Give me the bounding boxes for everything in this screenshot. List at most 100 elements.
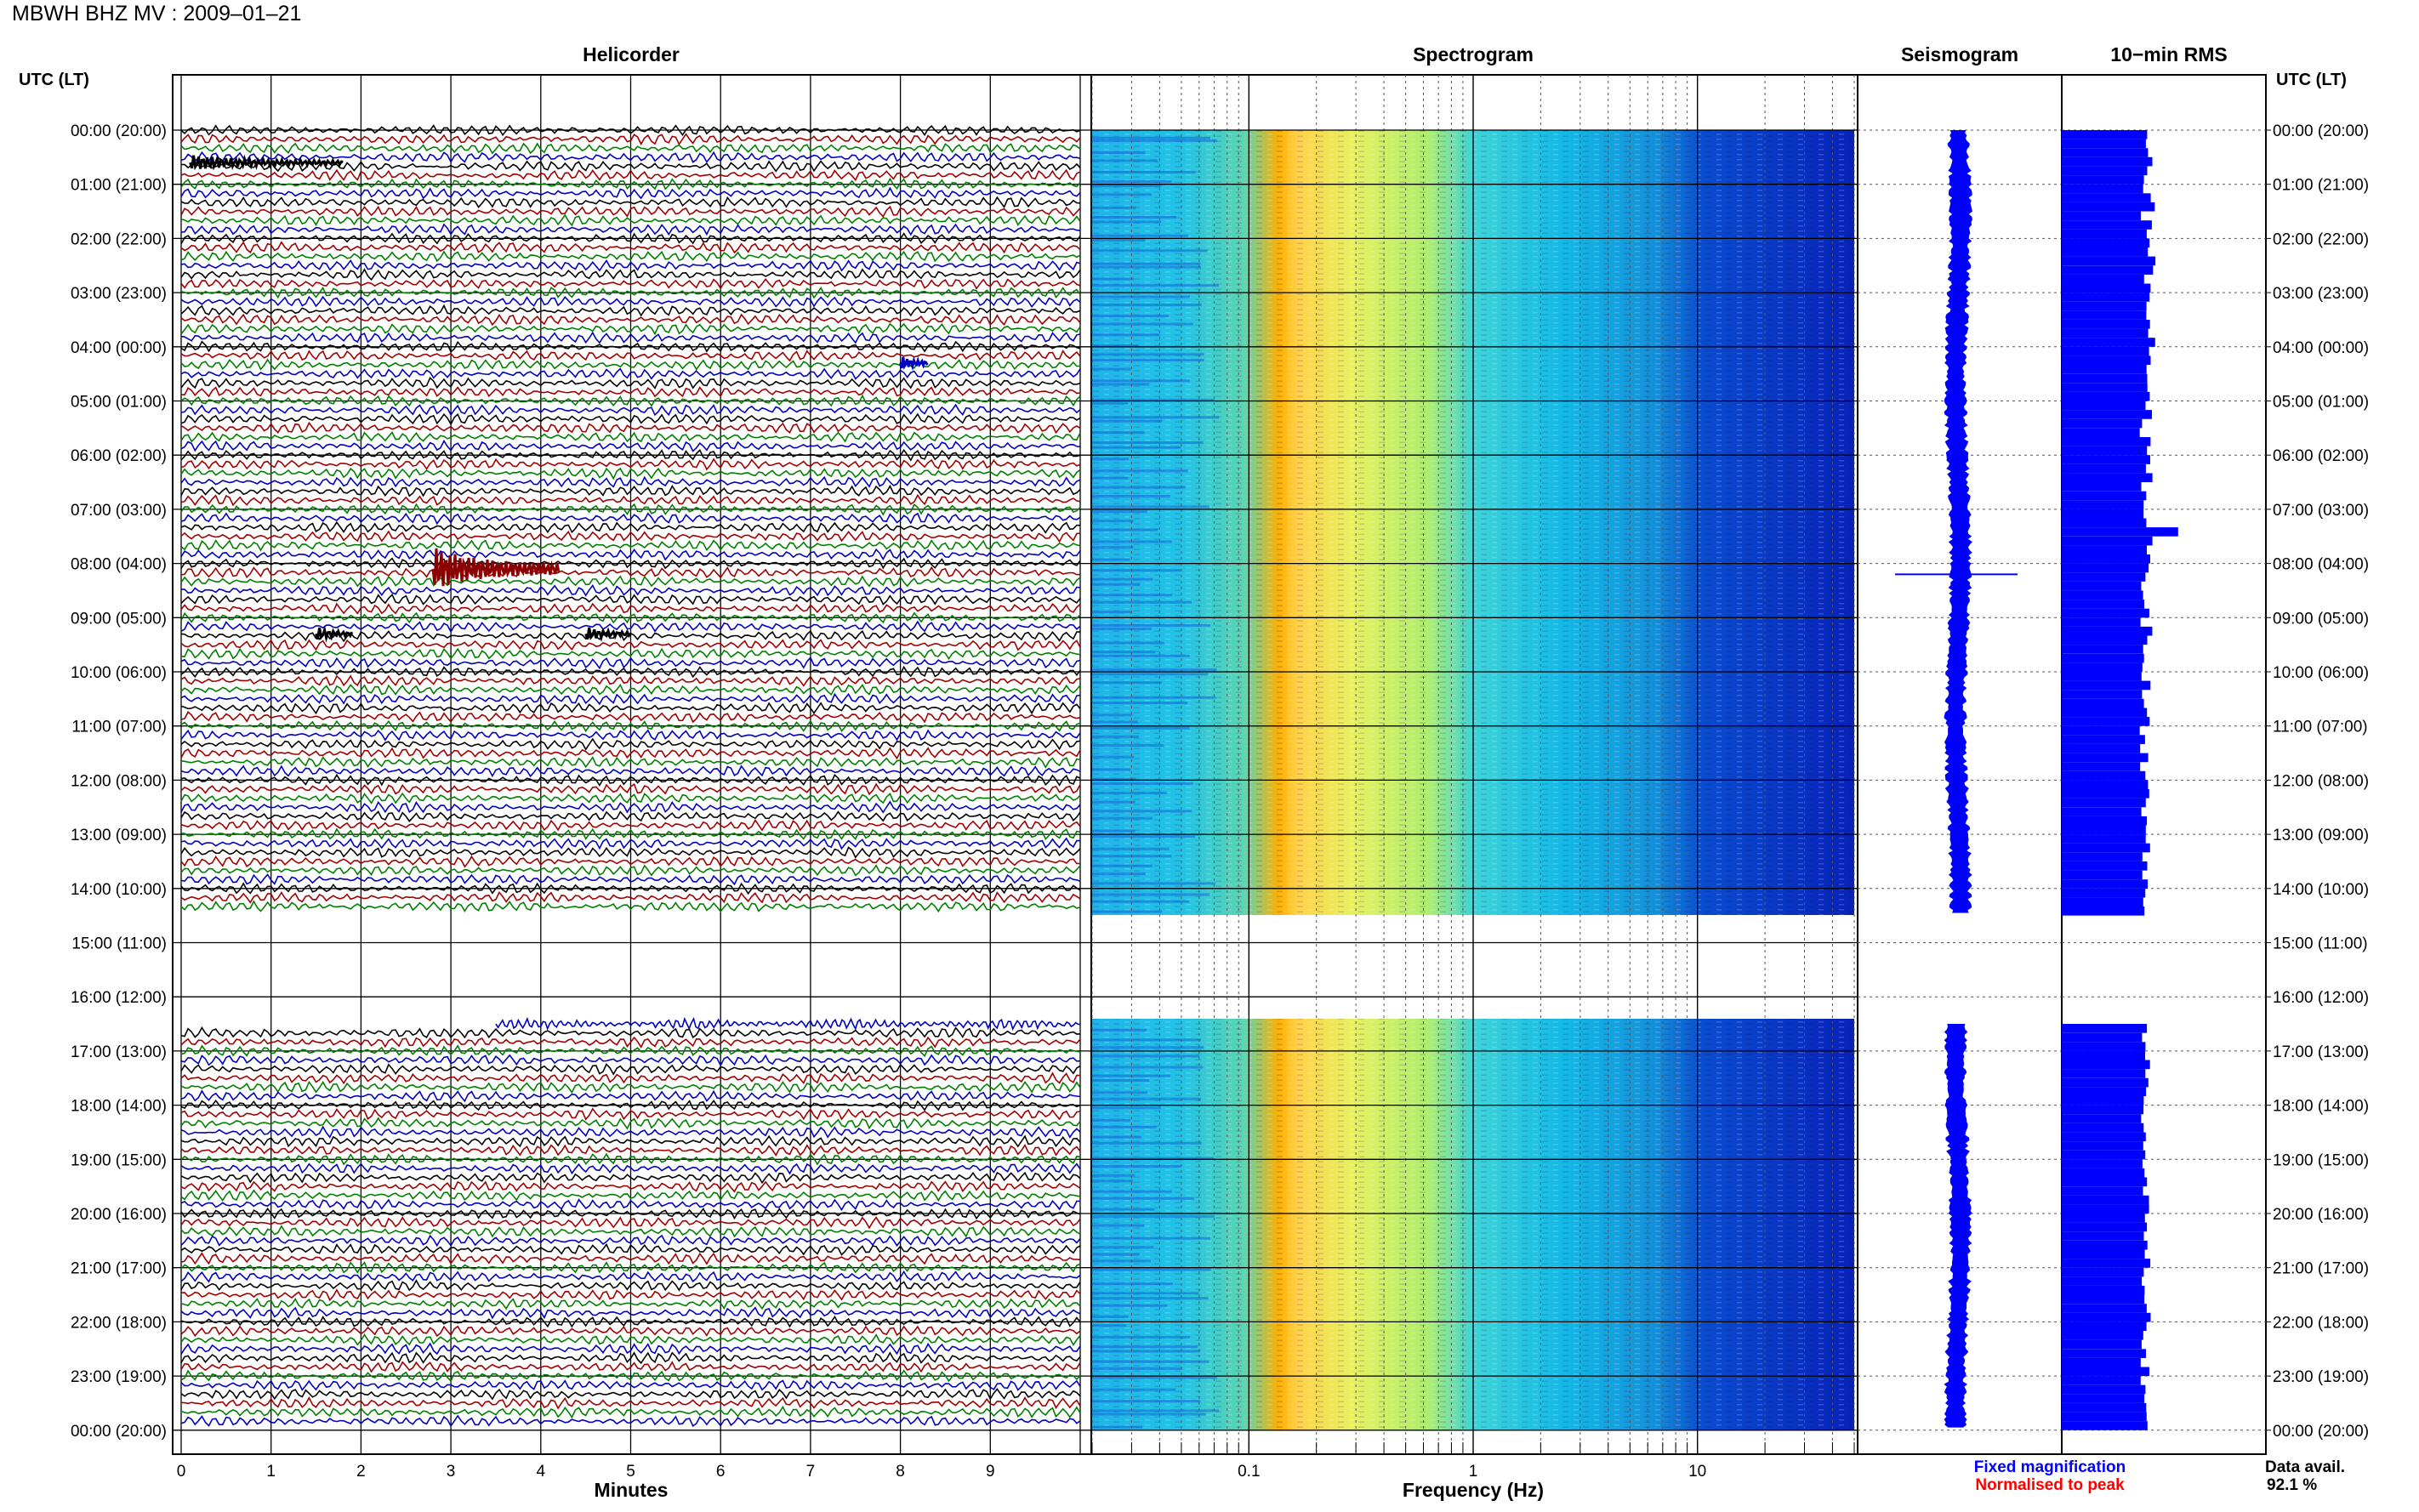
spectrogram-lowfreq-streak [1092, 295, 1190, 298]
rms-bar [2062, 184, 2143, 194]
spectrogram-lowfreq-streak [1092, 136, 1210, 139]
spectrogram-lowfreq-streak [1092, 696, 1216, 699]
helicorder-trace [180, 484, 1081, 497]
rms-bar [2062, 328, 2149, 338]
helicorder-trace [180, 719, 1081, 733]
rms-bar [2062, 1376, 2141, 1385]
spectrogram-lowfreq-streak [1092, 1367, 1182, 1370]
helicorder-trace [180, 295, 1081, 309]
spectrogram-lowfreq-streak [1092, 847, 1170, 850]
time-label-right: 09:00 (05:00) [2273, 610, 2369, 628]
time-label-left: 06:00 (02:00) [71, 447, 167, 465]
spectrogram-lowfreq-streak [1092, 1400, 1200, 1403]
spectrogram-lowfreq-streak [1092, 1028, 1147, 1032]
helicorder-trace [180, 1080, 1081, 1094]
time-label-left: 08:00 (04:00) [71, 556, 167, 574]
helicorder-panel [172, 74, 1092, 1455]
rms-bar [2062, 1096, 2144, 1106]
spectrogram-lowfreq-streak [1092, 528, 1158, 531]
spectrogram-lowfreq-streak [1092, 1268, 1211, 1271]
time-label-right: 01:00 (21:00) [2273, 177, 2369, 195]
time-label-left: 23:00 (19:00) [71, 1368, 167, 1386]
helicorder-trace [180, 602, 1081, 615]
spectrogram-lowfreq-streak [1092, 185, 1162, 187]
rms-bar [2062, 202, 2155, 212]
spectrogram-lowfreq-streak [1092, 1135, 1141, 1139]
spectrogram-lowfreq-streak [1092, 206, 1136, 209]
helicorder-trace [180, 493, 1081, 507]
time-label-left: 13:00 (09:00) [71, 827, 167, 844]
helicorder-trace [180, 1071, 1081, 1085]
helicorder-event-trace [189, 154, 344, 171]
helicorder-trace [180, 1306, 1081, 1320]
time-label-right: 19:00 (15:00) [2273, 1151, 2369, 1169]
helicorder-trace [180, 1252, 1081, 1265]
spectrogram-lowfreq-streak [1092, 419, 1163, 423]
rms-bar [2062, 283, 2151, 293]
spectrogram-lowfreq-streak [1092, 1246, 1154, 1249]
rms-bar [2062, 852, 2143, 861]
rms-bar [2062, 672, 2142, 681]
helicorder-trace [180, 792, 1081, 804]
rms-bar [2062, 509, 2144, 519]
helicorder-trace [180, 1395, 1081, 1410]
spectrogram-lowfreq-streak [1092, 600, 1192, 604]
helicorder-trace [180, 756, 1081, 769]
helicorder-trace [180, 168, 1081, 182]
rms-bar [2062, 1231, 2144, 1241]
helicorder-trace [180, 223, 1081, 236]
spectrogram-lowfreq-streak [1092, 623, 1211, 627]
spectrogram-lowfreq-streak [1092, 1259, 1151, 1263]
rms-bar [2062, 500, 2144, 509]
helicorder-trace [180, 639, 1081, 651]
rms-bar [2062, 1177, 2148, 1187]
spectrogram-xlabel: Frequency (Hz) [1403, 1479, 1544, 1501]
spectrogram-lowfreq-streak [1092, 782, 1193, 785]
helicorder-trace [180, 1026, 1081, 1039]
rms-bar [2062, 518, 2147, 528]
spectrogram-lowfreq-streak [1092, 1350, 1200, 1353]
helicorder-trace [180, 512, 1081, 526]
helicorder-trace [180, 1414, 1081, 1428]
helicorder-xtick-label: 0 [177, 1463, 186, 1481]
spectrogram-lowfreq-streak [1092, 569, 1181, 572]
spectrogram-lowfreq-streak [1092, 816, 1153, 820]
time-label-left: 07:00 (03:00) [71, 502, 167, 520]
helicorder-trace [180, 1189, 1081, 1202]
time-label-right: 07:00 (03:00) [2273, 502, 2369, 520]
time-label-right: 10:00 (06:00) [2273, 664, 2369, 682]
spectrogram-lowfreq-streak [1092, 353, 1204, 356]
helicorder-trace [180, 647, 1081, 661]
spectrogram-lowfreq-streak [1092, 1224, 1145, 1227]
spectrogram-lowfreq-streak [1092, 333, 1160, 337]
helicorder-trace [180, 710, 1081, 724]
rms-bar [2062, 563, 2149, 573]
rms-bar [2062, 156, 2153, 167]
spectrogram-lowfreq-streak [1092, 583, 1141, 586]
time-label-left: 09:00 (05:00) [71, 610, 167, 628]
rms-bar [2062, 600, 2144, 609]
spectrogram-lowfreq-streak [1092, 702, 1188, 705]
time-label-right: 12:00 (08:00) [2273, 772, 2369, 790]
spectrogram-lowfreq-streak [1092, 800, 1136, 804]
helicorder-trace [180, 205, 1081, 218]
helicorder-trace [180, 782, 1081, 796]
rms-bar [2062, 626, 2153, 636]
spectrogram-lowfreq-streak [1092, 810, 1192, 813]
spectrogram-lowfreq-streak [1092, 777, 1136, 781]
rms-bar [2062, 473, 2153, 483]
rms-bar [2062, 1357, 2141, 1367]
rms-bar [2062, 907, 2145, 916]
rms-bar [2062, 1394, 2145, 1403]
spectrogram-xtick-label: 10 [1688, 1463, 1706, 1481]
helicorder-trace [180, 1099, 1081, 1111]
rms-bar [2062, 1339, 2142, 1350]
rms-bar [2062, 545, 2147, 555]
rms-bar [2062, 653, 2144, 663]
rms-bar [2062, 735, 2145, 744]
spectrogram-lowfreq-streak [1092, 864, 1153, 867]
rms-bar [2062, 635, 2148, 645]
spectrogram-lowfreq-streak [1092, 1388, 1176, 1391]
spectrogram-lowfreq-streak [1092, 546, 1134, 549]
helicorder-trace [180, 1288, 1081, 1302]
